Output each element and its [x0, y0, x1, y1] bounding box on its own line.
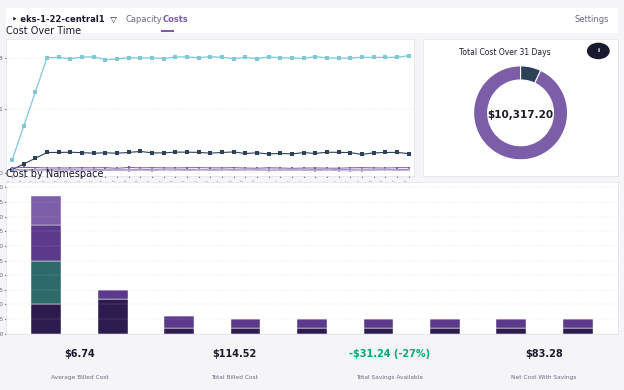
Bar [297, 328, 327, 333]
Bar [563, 328, 593, 333]
Text: Capacity: Capacity [125, 15, 162, 24]
Bar [231, 328, 260, 333]
Circle shape [588, 43, 609, 58]
Bar [31, 225, 61, 261]
Text: $83.28: $83.28 [525, 349, 563, 359]
Text: Cost by Namespace: Cost by Namespace [6, 169, 104, 179]
Text: i: i [597, 48, 600, 53]
Bar [430, 328, 460, 333]
Text: $6.74: $6.74 [64, 349, 95, 359]
Text: -$31.24 (-27%): -$31.24 (-27%) [349, 349, 430, 359]
Bar [31, 261, 61, 304]
Text: Settings: Settings [575, 15, 610, 24]
Bar [364, 319, 393, 328]
Text: Costs: Costs [162, 15, 188, 24]
Text: ‣ eks-1-22-central1  ▽: ‣ eks-1-22-central1 ▽ [12, 15, 117, 24]
Bar [31, 196, 61, 225]
Text: Average Billed Cost: Average Billed Cost [51, 375, 109, 380]
Bar [31, 304, 61, 333]
Text: Total Cost Over 31 Days: Total Cost Over 31 Days [459, 48, 551, 57]
Text: $114.52: $114.52 [213, 349, 256, 359]
Bar [497, 319, 527, 328]
Bar [164, 328, 194, 333]
Bar [563, 319, 593, 328]
Bar [231, 319, 260, 328]
Bar [497, 328, 527, 333]
Bar [297, 319, 327, 328]
Text: Cost Over Time: Cost Over Time [6, 27, 81, 36]
Text: Net Cost With Savings: Net Cost With Savings [512, 375, 577, 380]
Bar [364, 328, 393, 333]
Bar [164, 316, 194, 328]
Bar [97, 298, 127, 333]
Bar [97, 290, 127, 298]
Text: Total Billed Cost: Total Billed Cost [211, 375, 258, 380]
Text: Total Savings Available: Total Savings Available [356, 375, 423, 380]
Bar [430, 319, 460, 328]
